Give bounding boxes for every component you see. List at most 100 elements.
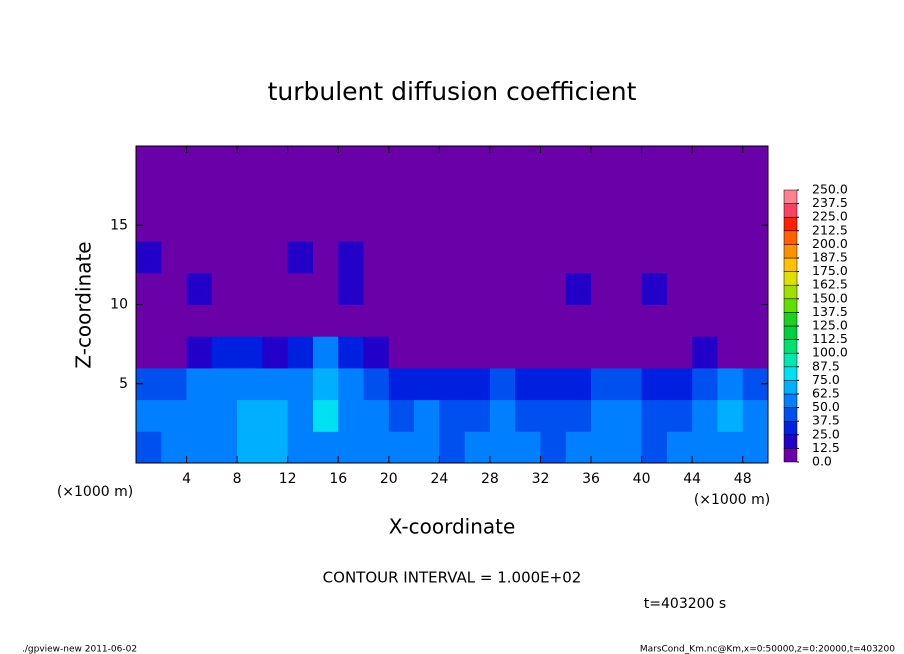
colorbar-swatch	[783, 244, 798, 259]
cell	[641, 146, 668, 179]
cell	[717, 367, 744, 401]
cell	[616, 177, 643, 210]
cell	[262, 367, 289, 401]
cell	[616, 367, 643, 401]
cell	[414, 209, 440, 242]
y-tick-label: 10	[110, 297, 128, 313]
cell	[211, 399, 238, 432]
colorbar-swatch	[783, 271, 798, 286]
cell	[388, 304, 415, 337]
cell	[161, 241, 188, 274]
cell	[414, 272, 440, 305]
cell	[287, 399, 314, 432]
cell	[439, 399, 466, 432]
cell	[464, 399, 491, 432]
cell	[262, 304, 289, 337]
cell	[616, 272, 643, 305]
cell	[262, 209, 289, 242]
cell	[641, 177, 668, 210]
cell	[666, 241, 693, 274]
colorbar-label: 200.0	[812, 236, 848, 251]
cell	[262, 241, 289, 274]
cell	[439, 272, 466, 305]
cell	[464, 146, 491, 179]
colorbar-label: 150.0	[812, 290, 848, 305]
cell	[363, 304, 390, 337]
cell	[287, 241, 314, 274]
cell	[489, 304, 516, 337]
cell	[237, 146, 263, 179]
cell	[262, 336, 289, 369]
cell	[312, 399, 339, 432]
cell	[464, 304, 491, 337]
cell	[540, 209, 567, 242]
cell	[363, 177, 390, 210]
cell	[565, 367, 592, 401]
cell	[591, 146, 617, 179]
cell	[161, 431, 188, 464]
cell	[211, 336, 238, 369]
cell	[717, 304, 744, 337]
cell	[742, 304, 769, 337]
y-axis-label: Z-coordinate	[72, 241, 96, 368]
cell	[489, 146, 516, 179]
x-tick-label: 20	[380, 471, 398, 487]
cell	[287, 336, 314, 369]
cell	[591, 177, 617, 210]
cell	[641, 272, 668, 305]
cell	[591, 399, 617, 432]
cell	[717, 399, 744, 432]
colorbar-swatch	[783, 380, 798, 395]
x-tick-label: 4	[182, 471, 191, 487]
cell	[186, 146, 213, 179]
cell	[515, 367, 541, 401]
cell	[312, 431, 339, 464]
cell	[312, 367, 339, 401]
cell	[237, 304, 263, 337]
footer: ./gpview-new 2011-06-02	[22, 645, 137, 654]
colorbar-swatch	[783, 352, 798, 368]
cell	[717, 336, 744, 369]
cell	[464, 177, 491, 210]
cell	[464, 336, 491, 369]
cell	[540, 304, 567, 337]
cell	[742, 399, 769, 432]
cell	[515, 272, 541, 305]
cell	[439, 209, 466, 242]
cell	[565, 177, 592, 210]
cell	[388, 209, 415, 242]
cell	[489, 209, 516, 242]
x-tick-label: 28	[481, 471, 499, 487]
cell	[338, 431, 365, 464]
cell	[666, 431, 693, 464]
y-tick-label: 15	[110, 217, 128, 233]
cell	[666, 304, 693, 337]
cell	[666, 209, 693, 242]
cell	[616, 304, 643, 337]
cell	[666, 336, 693, 369]
cell	[186, 336, 213, 369]
cell	[388, 431, 415, 464]
x-tick-label: 8	[233, 471, 242, 487]
cell	[136, 177, 162, 210]
cell	[161, 399, 188, 432]
cell	[161, 272, 188, 305]
x-tick-label: 12	[279, 471, 297, 487]
cell	[262, 431, 289, 464]
cell	[489, 241, 516, 274]
cell	[742, 336, 769, 369]
cell	[388, 177, 415, 210]
cell	[312, 304, 339, 337]
colorbar-label: 87.5	[812, 358, 840, 373]
cell	[338, 209, 365, 242]
colorbar-swatch	[783, 298, 798, 313]
cell	[692, 336, 718, 369]
cell	[489, 272, 516, 305]
colorbar-swatch	[783, 339, 798, 354]
x-tick-label: 40	[633, 471, 651, 487]
cell	[287, 304, 314, 337]
x-tick-label: 36	[582, 471, 600, 487]
colorbar-label: 125.0	[812, 318, 848, 333]
cell	[237, 431, 263, 464]
cell	[717, 177, 744, 210]
